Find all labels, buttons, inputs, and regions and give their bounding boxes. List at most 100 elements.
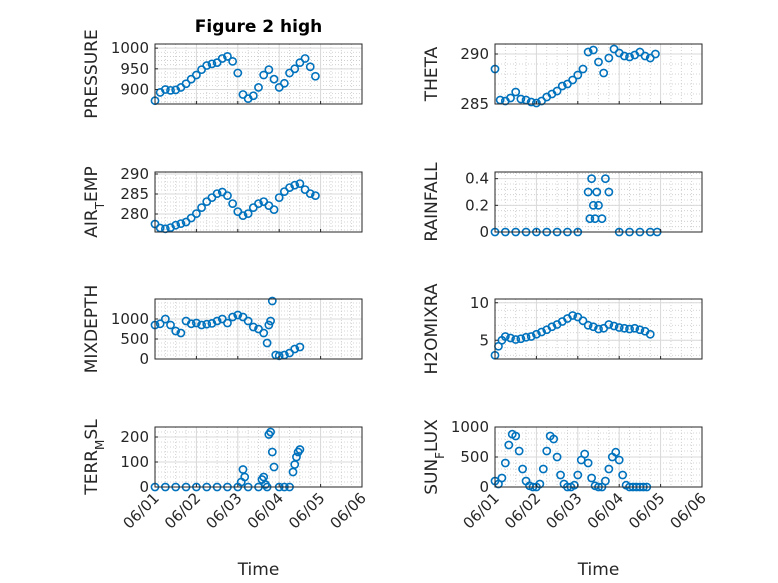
data-point: [518, 464, 527, 474]
data-point: [594, 200, 603, 210]
data-point: [651, 49, 660, 59]
data-point: [243, 316, 253, 326]
data-point: [262, 338, 272, 348]
data-point: [285, 183, 294, 192]
data-point: [537, 327, 546, 337]
data-point: [176, 328, 186, 338]
data-point: [191, 209, 201, 218]
data-point: [614, 455, 624, 465]
y-axis-label: H2OMIXRA: [422, 283, 442, 374]
data-point: [155, 319, 165, 329]
data-point: [625, 52, 634, 62]
data-point: [594, 324, 603, 334]
data-point: [266, 316, 275, 326]
data-point: [604, 53, 614, 63]
data-point: [588, 45, 598, 55]
data-point: [532, 329, 541, 339]
data-point: [594, 57, 603, 67]
y-axis-label: SUNFLUX: [422, 419, 447, 495]
data-point: [290, 344, 300, 354]
x-tick-label: 06/02: [501, 489, 544, 532]
data-point: [186, 74, 196, 84]
data-point: [254, 199, 263, 208]
data-point: [601, 476, 610, 486]
data-point: [547, 322, 557, 332]
data-point: [202, 61, 212, 70]
data-point: [599, 68, 609, 78]
y-tick-label: 1000: [111, 39, 149, 57]
data-point: [290, 180, 300, 190]
data-point: [526, 97, 536, 107]
data-point: [573, 70, 583, 80]
data-point: [248, 91, 258, 101]
data-point: [305, 189, 315, 198]
minor-grid: [154, 172, 363, 232]
data-point: [266, 427, 275, 437]
data-point: [532, 98, 541, 108]
data-point: [583, 187, 593, 197]
data-point: [295, 342, 305, 352]
data-point: [514, 446, 524, 456]
data-point: [587, 473, 596, 483]
y-tick-label: 500: [120, 330, 149, 348]
data-point: [604, 320, 614, 329]
data-point: [630, 323, 640, 333]
data-point: [578, 316, 588, 326]
data-point: [538, 464, 548, 474]
data-point: [311, 191, 320, 200]
data-point: [160, 85, 170, 94]
subplot-mixdepth: 0 500 1000 MIXDEPTH: [82, 285, 363, 374]
data-point: [166, 223, 175, 232]
subplot-terrmsl: 0100200TERRMSL06/0106/0206/0306/0406/050…: [82, 419, 370, 580]
data-point: [217, 54, 227, 63]
data-point: [604, 187, 614, 197]
data-point: [254, 83, 263, 92]
series-markers: [490, 44, 660, 108]
y-axis-label: MIXDEPTH: [82, 285, 102, 374]
chart-title: Figure 2 high: [195, 17, 323, 37]
x-axis-label: Time: [577, 560, 620, 580]
data-point: [583, 458, 593, 468]
data-point: [197, 65, 206, 75]
data-point: [212, 58, 222, 68]
data-point: [500, 458, 510, 468]
y-tick-label: 290: [460, 45, 489, 63]
data-point: [506, 93, 515, 103]
data-point: [516, 94, 526, 104]
y-tick-label: 285: [460, 95, 489, 113]
data-point: [625, 324, 634, 334]
data-point: [511, 87, 521, 97]
x-tick-label: 06/03: [202, 489, 245, 532]
data-point: [269, 74, 279, 84]
data-point: [171, 220, 181, 230]
data-point: [259, 328, 269, 338]
data-point: [568, 75, 578, 85]
y-tick-label: 0.4: [465, 170, 489, 188]
x-tick-label: 06/06: [667, 489, 710, 532]
data-point: [207, 59, 217, 69]
data-point: [504, 440, 514, 450]
y-tick-label: 0: [479, 223, 489, 241]
data-point: [238, 90, 248, 99]
data-point: [619, 51, 629, 61]
axes-box: [494, 171, 703, 233]
data-point: [645, 329, 655, 339]
x-tick-label: 06/04: [584, 489, 627, 532]
data-point: [267, 447, 277, 457]
data-point: [259, 70, 269, 80]
data-point: [552, 452, 562, 462]
data-point: [228, 199, 238, 208]
minor-grid: [154, 298, 363, 360]
data-point: [557, 81, 567, 91]
data-point: [240, 472, 250, 482]
data-point: [609, 321, 619, 331]
data-point: [274, 83, 284, 92]
data-point: [583, 320, 593, 330]
data-point: [166, 85, 175, 95]
data-point: [207, 318, 217, 328]
data-point: [269, 205, 279, 214]
series-markers: [150, 52, 320, 106]
x-tick-label: 06/05: [625, 489, 668, 532]
data-point: [300, 54, 310, 63]
data-point: [511, 335, 521, 344]
